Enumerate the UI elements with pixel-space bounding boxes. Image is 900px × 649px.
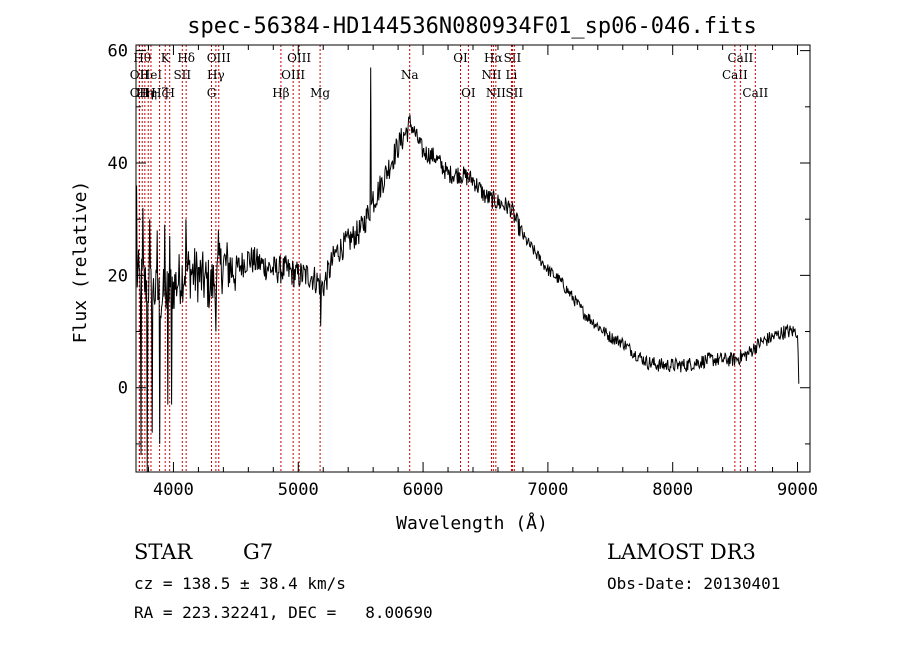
- line-marker-label: G: [207, 86, 217, 100]
- obs-date: Obs-Date: 20130401: [607, 574, 781, 593]
- chart-title: spec-56384-HD144536N080934F01_sp06-046.f…: [187, 14, 757, 39]
- y-axis-label: Flux (relative): [70, 181, 91, 344]
- line-marker-label: CaII: [727, 51, 753, 65]
- line-marker-label: Hθ: [133, 51, 151, 65]
- line-marker-label: SII: [504, 51, 522, 65]
- line-marker-label: SII: [173, 68, 191, 82]
- line-marker-label: Li: [506, 68, 518, 82]
- line-marker-label: NII: [481, 68, 501, 82]
- line-marker-label: HeI: [140, 68, 163, 82]
- line-markers: OIIOIIHθHηHηHeIHζKHSIIHδGHγOIIIHβOIIIOII…: [130, 45, 768, 472]
- x-axis-ticks: 4000 5000 6000 7000 8000 9000: [147, 45, 818, 500]
- y-tick-label: 40: [108, 154, 128, 174]
- line-marker-label: OIII: [281, 68, 305, 82]
- line-marker-label: Mg: [310, 86, 330, 100]
- line-marker-label: SII: [505, 86, 523, 100]
- line-marker-label: Hα: [484, 51, 503, 65]
- object-class: STAR: [134, 540, 193, 564]
- x-tick-label: 8000: [652, 480, 693, 500]
- spectrum-line: [135, 67, 800, 473]
- y-tick-label: 0: [118, 379, 128, 399]
- line-marker-label: OI: [461, 86, 476, 100]
- line-marker-label: Hη: [136, 86, 154, 100]
- redshift-readout: cz = 138.5 ± 38.4 km/s: [134, 574, 346, 593]
- line-marker-label: K: [161, 51, 171, 65]
- object-subclass: G7: [243, 540, 274, 564]
- line-marker-label: Hδ: [177, 51, 195, 65]
- y-axis-ticks: 0 20 40 60: [108, 42, 810, 445]
- line-marker-label: OIII: [207, 51, 231, 65]
- line-marker-label: CaII: [722, 68, 748, 82]
- y-tick-label: 20: [108, 266, 128, 286]
- coordinates-readout: RA = 223.32241, DEC = 8.00690: [134, 603, 433, 622]
- x-tick-label: 6000: [403, 480, 444, 500]
- x-tick-label: 4000: [153, 480, 194, 500]
- x-tick-label: 9000: [777, 480, 818, 500]
- x-tick-label: 5000: [278, 480, 319, 500]
- line-marker-label: Na: [401, 68, 419, 82]
- survey-name: LAMOST DR3: [607, 540, 756, 564]
- line-marker-label: OIII: [287, 51, 311, 65]
- line-marker-label: H: [164, 86, 174, 100]
- x-axis-label: Wavelength (Å): [396, 512, 548, 534]
- line-marker-label: CaII: [742, 86, 768, 100]
- line-marker-label: NII: [486, 86, 506, 100]
- y-tick-label: 60: [108, 42, 128, 62]
- x-tick-label: 7000: [527, 480, 568, 500]
- line-marker-label: Hη: [139, 86, 157, 100]
- line-marker-label: Hγ: [207, 68, 225, 82]
- line-marker-label: OI: [453, 51, 468, 65]
- line-marker-label: Hζ: [151, 86, 168, 100]
- spectrum-series: [135, 67, 800, 473]
- line-marker-label: Hβ: [272, 86, 289, 100]
